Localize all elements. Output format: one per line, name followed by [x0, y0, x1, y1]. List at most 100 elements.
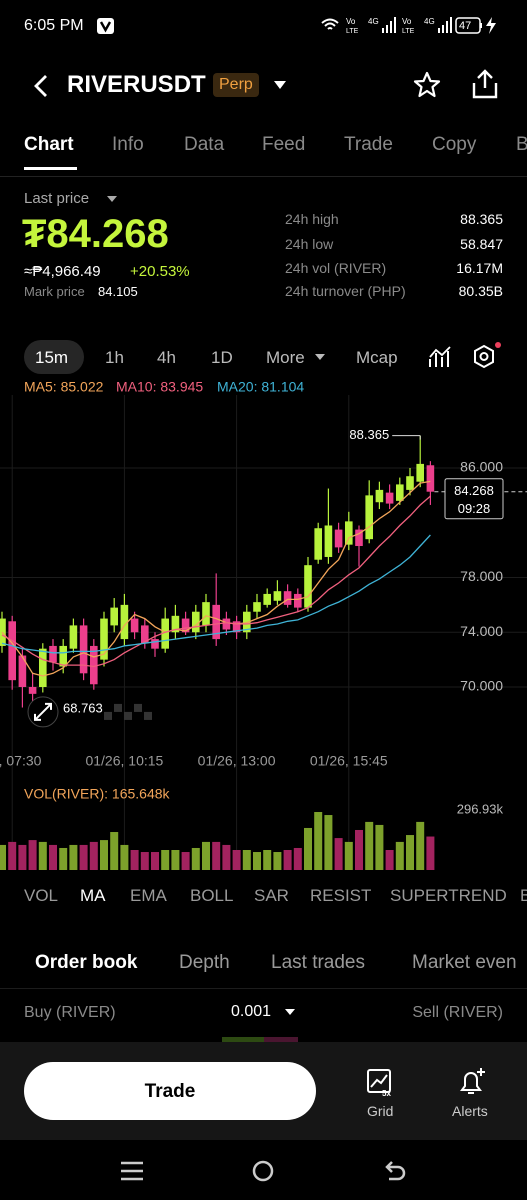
volume-bar	[355, 829, 363, 870]
volume-bar	[120, 844, 129, 870]
volume-bar	[38, 841, 47, 870]
interval[interactable]: Mcap	[356, 348, 398, 367]
volume-bar	[59, 847, 68, 870]
indicator-tab[interactable]: SAR	[254, 886, 289, 905]
favorite-button[interactable]	[412, 70, 442, 100]
grid-label[interactable]: Grid	[367, 1103, 394, 1119]
tab[interactable]: B	[516, 134, 527, 155]
indicator-tab[interactable]: VOL	[24, 886, 59, 905]
volume-bar	[406, 835, 414, 870]
candle-body	[202, 602, 210, 626]
tab-underline	[24, 167, 77, 170]
volume-tick-label: 296.93k	[457, 801, 504, 816]
expand-arrows	[34, 702, 52, 721]
share-button[interactable]	[470, 68, 500, 100]
ma-legend: MA20: 81.104	[217, 379, 304, 395]
volume-bar	[202, 841, 210, 870]
symbol[interactable]: RIVERUSDT	[67, 71, 206, 98]
stat-value: 88.365	[460, 211, 503, 227]
stat-value: 80.35B	[458, 283, 503, 299]
volume-bar	[242, 849, 251, 870]
volume-bar	[344, 841, 353, 870]
high-label: 88.365	[349, 427, 389, 442]
last-price-label[interactable]: Last price	[24, 190, 90, 207]
battery-level: 47	[459, 20, 472, 32]
volume-bar	[130, 849, 139, 870]
interval-pill	[24, 340, 84, 374]
candle-body	[243, 611, 251, 633]
status-icons: Vo LTE 4G Vo LTE 4G	[321, 17, 496, 35]
candle-body	[416, 463, 424, 482]
expand-icon[interactable]	[27, 696, 59, 728]
trade-button-label[interactable]: Trade	[144, 1081, 196, 1102]
interval[interactable]: 1D	[211, 348, 233, 367]
candle-body	[385, 492, 394, 504]
candle-body	[130, 618, 139, 633]
tab[interactable]: Data	[184, 134, 225, 155]
volume-bar	[151, 852, 159, 870]
ma-line	[1, 480, 431, 677]
tab[interactable]: Chart	[24, 134, 74, 155]
volume-bar	[385, 849, 394, 870]
app-icon	[97, 18, 114, 34]
price-step[interactable]: 0.001	[231, 1003, 272, 1020]
volume-bar	[110, 832, 119, 870]
volume-bar	[232, 849, 241, 870]
price-tag-value: 84.268	[454, 483, 494, 498]
volume-bar	[283, 849, 292, 870]
volume-bar	[273, 852, 282, 870]
svg-text:Vo: Vo	[402, 17, 412, 26]
indicator-tab[interactable]: BOLL	[190, 886, 234, 905]
indicator-tab[interactable]: RESIST	[310, 886, 372, 905]
back-button[interactable]	[32, 73, 50, 99]
indicator-tab[interactable]: SUPERTREND	[390, 886, 507, 905]
grid-icon[interactable]	[366, 1068, 396, 1098]
volume-bar	[253, 852, 261, 870]
indicator-tab[interactable]: EMA	[130, 886, 167, 905]
tab[interactable]: Info	[112, 134, 144, 155]
interval[interactable]: 1h	[105, 348, 124, 367]
volume-bar	[49, 844, 57, 870]
volume-bar	[212, 841, 221, 870]
nav-recents[interactable]	[121, 1161, 143, 1181]
indicator-tab[interactable]: B	[520, 886, 527, 905]
nav-home[interactable]	[252, 1160, 274, 1182]
x-tick-label: 01/26, 10:15	[85, 753, 163, 769]
alerts-label[interactable]: Alerts	[452, 1103, 488, 1119]
settings-button[interactable]	[472, 340, 506, 372]
candle-body	[151, 639, 159, 649]
orderbook-tab[interactable]: Market even	[412, 952, 517, 973]
stat-label: 24h vol (RIVER)	[285, 260, 387, 276]
volume-bar	[365, 821, 374, 870]
status-time: 6:05 PM	[24, 17, 84, 34]
orderbook-tab[interactable]: Last trades	[271, 952, 365, 973]
volume-bar	[375, 824, 384, 870]
candle-body	[334, 529, 343, 548]
x-tick-label: 01/26, 15:45	[310, 753, 388, 769]
tab[interactable]: Feed	[262, 134, 306, 155]
alerts-icon[interactable]	[456, 1066, 488, 1098]
candle-body	[49, 645, 57, 663]
interval[interactable]: 15m	[35, 348, 69, 367]
volume-bar	[395, 841, 404, 870]
nav-back[interactable]	[385, 1161, 406, 1181]
indicator-button[interactable]	[428, 345, 454, 369]
indicator-tab[interactable]: MA	[80, 886, 106, 905]
depth-bar	[222, 1037, 264, 1042]
trade-button[interactable]	[24, 1062, 316, 1120]
tab[interactable]: Trade	[344, 134, 393, 155]
orderbook-tab[interactable]: Order book	[35, 952, 138, 973]
interval[interactable]: 4h	[157, 348, 176, 367]
divider	[0, 176, 527, 177]
volume-bar	[416, 821, 425, 870]
tab[interactable]: Copy	[432, 134, 477, 155]
svg-text:LTE: LTE	[346, 28, 359, 35]
candle-body	[212, 604, 220, 640]
candle-body	[110, 607, 118, 626]
symbol-caret[interactable]	[272, 79, 288, 91]
system-nav	[121, 1160, 406, 1182]
price-change: +20.53%	[130, 263, 190, 280]
candle-body	[120, 604, 129, 640]
interval[interactable]: More	[266, 348, 305, 367]
orderbook-tab[interactable]: Depth	[179, 952, 230, 973]
